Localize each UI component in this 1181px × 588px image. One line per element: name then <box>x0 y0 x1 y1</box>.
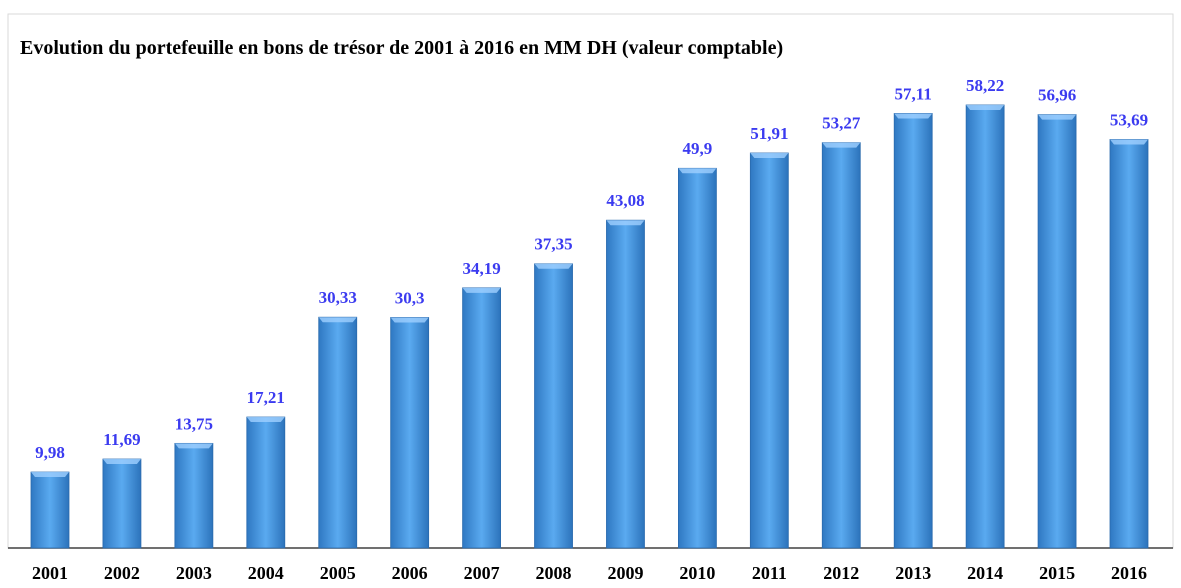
value-label: 11,69 <box>103 430 140 449</box>
bar <box>1037 114 1077 549</box>
value-label: 13,75 <box>175 414 213 433</box>
x-tick-label: 2008 <box>536 563 572 583</box>
bar-bevel <box>678 168 717 174</box>
x-tick-label: 2013 <box>895 563 931 583</box>
bar <box>534 263 573 549</box>
bar <box>678 167 717 549</box>
x-tick-label: 2012 <box>823 563 859 583</box>
bar-bevel <box>966 105 1005 110</box>
bar <box>606 219 645 549</box>
value-label: 57,11 <box>895 84 932 103</box>
x-tick-label: 2016 <box>1111 563 1147 583</box>
bar <box>102 458 142 549</box>
value-label: 17,21 <box>247 388 285 407</box>
x-tick-label: 2003 <box>176 563 212 583</box>
value-label: 37,35 <box>534 235 572 254</box>
x-tick-label: 2002 <box>104 563 140 583</box>
x-tick-label: 2001 <box>32 563 68 583</box>
x-tick-label: 2007 <box>464 563 500 583</box>
value-label: 56,96 <box>1038 85 1076 104</box>
x-tick-label: 2009 <box>607 563 643 583</box>
value-label: 43,08 <box>606 191 644 210</box>
bar <box>893 113 933 549</box>
bar-bevel <box>462 287 501 293</box>
x-tick-label: 2005 <box>320 563 356 583</box>
bar <box>965 104 1005 549</box>
value-label: 49,9 <box>683 139 713 158</box>
value-label: 53,27 <box>822 114 861 133</box>
bar-bevel <box>318 317 357 323</box>
value-label: 51,91 <box>750 124 788 143</box>
bar <box>1109 139 1149 549</box>
value-label: 30,3 <box>395 288 425 307</box>
bar-bevel <box>606 220 645 226</box>
bar <box>821 142 861 549</box>
chart-title: Evolution du portefeuille en bons de tré… <box>20 37 784 59</box>
bar <box>246 416 286 549</box>
value-label: 58,22 <box>966 76 1004 95</box>
x-tick-label: 2010 <box>679 563 715 583</box>
value-label: 30,33 <box>319 288 357 307</box>
bar-bevel <box>1110 139 1148 145</box>
bar-bevel <box>31 472 69 478</box>
bar <box>174 442 214 549</box>
bar-bevel <box>894 113 933 119</box>
value-label: 53,69 <box>1110 110 1148 129</box>
x-tick-label: 2011 <box>752 563 787 583</box>
bar-bevel <box>390 317 429 323</box>
bar-bevel <box>750 153 789 159</box>
value-label: 34,19 <box>462 259 500 278</box>
x-tick-label: 2014 <box>967 563 1003 583</box>
bar <box>318 316 358 549</box>
bar-bevel <box>102 459 141 465</box>
x-tick-label: 2004 <box>248 563 284 583</box>
bar <box>390 317 430 549</box>
bar-bevel <box>1038 114 1077 120</box>
bar <box>749 152 789 549</box>
bar-bevel <box>246 417 285 423</box>
value-label: 9,98 <box>35 443 65 462</box>
bar-bevel <box>822 142 861 148</box>
x-tick-label: 2006 <box>392 563 428 583</box>
bar <box>30 471 70 549</box>
x-tick-label: 2015 <box>1039 563 1075 583</box>
bar-bevel <box>174 443 213 449</box>
bar <box>462 287 502 549</box>
bar-bevel <box>534 263 573 269</box>
